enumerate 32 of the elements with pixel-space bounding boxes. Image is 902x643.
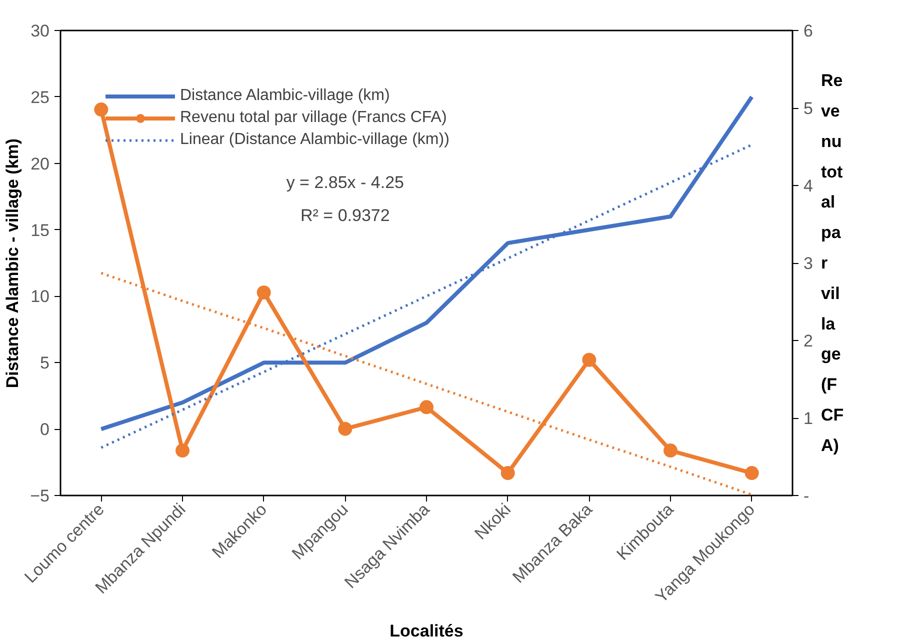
y-tick-label: 5 [40, 354, 50, 373]
x-axis-title: Localités [390, 621, 464, 640]
point [94, 102, 108, 117]
legend-label: Distance Alambic-village (km) [180, 87, 390, 105]
y-tick-label: −5 [30, 486, 50, 506]
y-tick-label: 15 [30, 220, 50, 240]
y-axis-title: Distance Alambic - village (km) [3, 138, 22, 388]
annotation: R² = 0.9372 [300, 206, 390, 225]
annotation: y = 2.85x - 4.25 [286, 173, 404, 192]
y2-tick-label: 5 [804, 99, 813, 118]
y2-tick-label: 1 [804, 409, 813, 428]
text: Revenu total par village (FCFA) [820, 71, 844, 455]
y2-tick-label: 3 [804, 254, 813, 273]
y2-tick-label: 4 [804, 176, 813, 196]
y2-tick-label: - [804, 486, 810, 506]
legend-label: Revenu total par village (Francs CFA) [180, 109, 447, 127]
y-tick-label: 25 [30, 88, 50, 107]
point [338, 422, 352, 436]
y-tick-label: 20 [30, 154, 50, 174]
y-tick-label: 30 [30, 22, 50, 40]
y-tick-label: 0 [40, 420, 50, 440]
legend-label: Linear (Distance Alambic-village (km)) [180, 131, 450, 149]
point [744, 466, 759, 480]
y-tick-label: 10 [30, 287, 50, 306]
point [664, 444, 678, 458]
point [500, 466, 515, 480]
point [176, 444, 190, 458]
point [420, 400, 434, 414]
y2-tick-label: 6 [804, 22, 813, 40]
point [582, 352, 596, 367]
y2-tick-label: 2 [804, 332, 813, 350]
point [256, 285, 271, 300]
